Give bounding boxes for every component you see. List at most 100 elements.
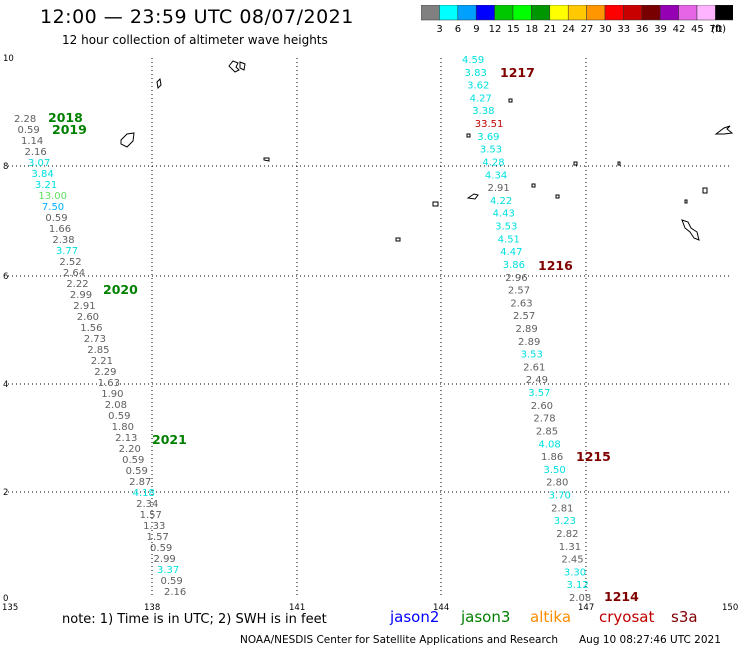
y-tick-label: 8 <box>3 162 8 172</box>
wave-height-value: 4.18 <box>133 488 155 499</box>
wave-height-value: 2.22 <box>66 279 88 290</box>
wave-height-value: 2.61 <box>523 362 545 373</box>
color-scale-label: 9 <box>473 24 479 35</box>
pass-number-label: 1214 <box>604 589 639 604</box>
wave-height-value: 3.53 <box>480 145 502 156</box>
wave-height-value: 3.70 <box>549 491 571 502</box>
wave-height-value: 2.82 <box>556 529 578 540</box>
wave-height-value: 1.57 <box>140 510 162 521</box>
satellite-legend-item: cryosat <box>599 608 655 626</box>
wave-height-value: 1.31 <box>559 542 581 553</box>
wave-height-value: 3.07 <box>28 158 50 169</box>
wave-height-value: 4.08 <box>538 439 560 450</box>
pass-track-west: 2.280.591.142.163.073.843.2113.007.500.5… <box>14 114 186 598</box>
color-scale-unit: (ft) <box>711 24 726 35</box>
wave-height-value: 1.14 <box>21 136 43 147</box>
wave-height-value: 3.21 <box>35 180 57 191</box>
color-scale-label: 3 <box>436 24 442 35</box>
wave-height-value: 2.64 <box>63 268 85 279</box>
wave-height-value: 2.99 <box>154 554 176 565</box>
pass-number-label: 1217 <box>500 65 535 80</box>
island <box>156 77 162 90</box>
wave-height-value: 7.50 <box>42 202 64 213</box>
wave-height-value: 2.85 <box>87 345 109 356</box>
color-swatch <box>715 5 733 21</box>
island <box>681 219 700 241</box>
wave-height-value: 3.69 <box>477 132 499 143</box>
wave-height-value: 33.51 <box>475 119 504 130</box>
wave-height-value: 1.57 <box>147 532 169 543</box>
wave-height-value: 1.90 <box>101 389 123 400</box>
island <box>555 194 560 199</box>
island <box>714 125 734 135</box>
wave-height-value: 0.59 <box>45 213 67 224</box>
credit-line: NOAA/NESDIS Center for Satellite Applica… <box>240 634 558 646</box>
color-scale-label: 33 <box>617 24 630 35</box>
wave-height-value: 4.28 <box>482 157 504 168</box>
wave-height-value: 3.37 <box>157 565 179 576</box>
wave-height-value: 4.47 <box>500 247 522 258</box>
wave-height-value: 0.59 <box>17 125 39 136</box>
wave-height-value: 2.91 <box>487 183 509 194</box>
wave-height-value: 3.23 <box>554 516 576 527</box>
wave-height-value: 3.12 <box>566 580 588 591</box>
color-scale-label: 39 <box>654 24 667 35</box>
color-scale-label: 12 <box>489 24 502 35</box>
island <box>684 199 688 204</box>
wave-height-value: 2.63 <box>510 298 532 309</box>
wave-height-value: 2.16 <box>164 587 186 598</box>
wave-height-value: 2.78 <box>533 414 555 425</box>
x-tick-label: 138 <box>144 603 160 613</box>
island <box>508 98 513 103</box>
color-scale-label: 30 <box>599 24 612 35</box>
wave-height-value: 2.81 <box>551 503 573 514</box>
pass-number-label: 2019 <box>52 122 87 137</box>
x-tick-label: 144 <box>433 603 449 613</box>
x-tick-label: 150 <box>722 603 738 613</box>
wave-height-value: 4.34 <box>485 170 507 181</box>
wave-height-value: 2.20 <box>119 444 141 455</box>
wave-height-value: 2.13 <box>115 433 137 444</box>
wave-height-value: 2.57 <box>508 286 530 297</box>
color-scale-label: 70 <box>709 24 722 35</box>
color-scale-label: 36 <box>636 24 649 35</box>
wave-height-value: 3.50 <box>544 465 566 476</box>
wave-height-value: 4.27 <box>470 93 492 104</box>
satellite-legend-item: jason3 <box>461 608 511 626</box>
wave-height-value: 2.45 <box>561 555 583 566</box>
wave-height-value: 4.22 <box>490 196 512 207</box>
wave-height-value: 2.99 <box>70 290 92 301</box>
grid-lines <box>8 58 730 598</box>
island <box>466 193 479 200</box>
x-tick-label: 141 <box>289 603 305 613</box>
pass-number-label: 2020 <box>103 282 138 297</box>
wave-height-value: 2.60 <box>531 401 553 412</box>
wave-height-value: 2.34 <box>136 499 158 510</box>
wave-height-value: 3.38 <box>472 106 494 117</box>
generation-timestamp: Aug 10 08:27:46 UTC 2021 <box>579 634 721 646</box>
page-title: 12:00 — 23:59 UTC 08/07/2021 <box>40 6 354 28</box>
wave-height-value: 1.80 <box>112 422 134 433</box>
island <box>531 183 536 188</box>
color-scale-label: 45 <box>691 24 704 35</box>
island <box>395 237 401 242</box>
wave-height-value: 0.59 <box>161 576 183 587</box>
wave-height-value: 2.16 <box>24 147 46 158</box>
wave-height-value: 4.43 <box>493 209 515 220</box>
wave-height-value: 2.89 <box>516 324 538 335</box>
wave-height-value: 2.89 <box>518 337 540 348</box>
color-scale-label: 42 <box>673 24 686 35</box>
wave-height-value: 0.59 <box>122 455 144 466</box>
island <box>263 157 270 162</box>
wave-height-value: 2.80 <box>546 478 568 489</box>
satellite-legend-item: s3a <box>671 608 698 626</box>
wave-height-value: 2.91 <box>73 301 95 312</box>
color-scale-label: 15 <box>507 24 520 35</box>
pass-number-label: 2018 <box>48 110 83 125</box>
satellite-legend-item: altika <box>530 608 572 626</box>
wave-height-value: 2.87 <box>129 477 151 488</box>
wave-height-value: 3.53 <box>495 222 517 233</box>
footer-note: note: 1) Time is in UTC; 2) SWH is in fe… <box>62 612 327 627</box>
wave-height-value: 2.73 <box>84 334 106 345</box>
island <box>228 60 240 73</box>
